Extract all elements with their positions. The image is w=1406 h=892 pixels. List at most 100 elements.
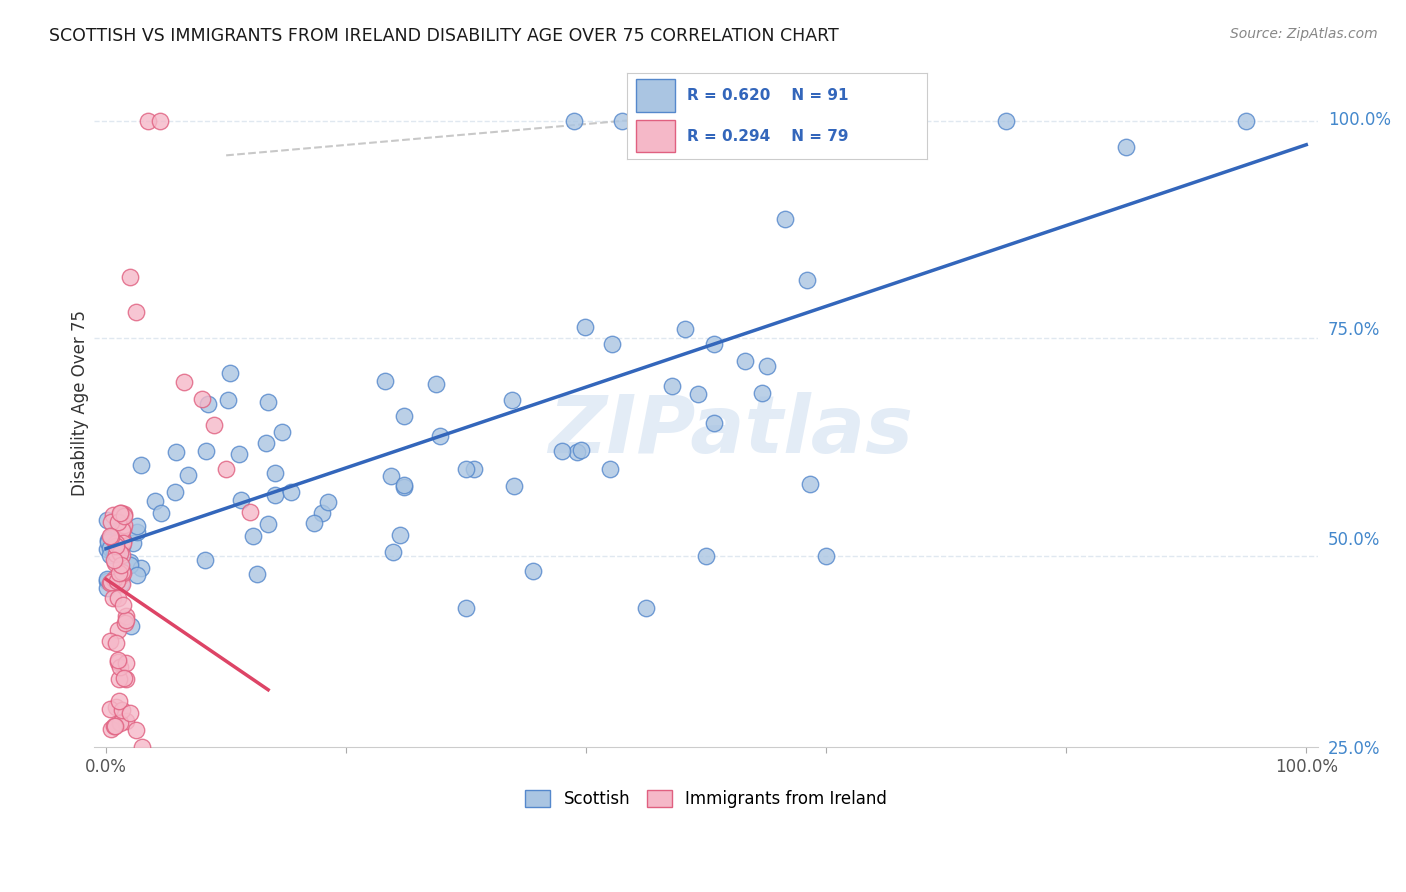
- Point: [456, 601, 478, 615]
- Point: [659, 113, 682, 128]
- Point: [100, 537, 122, 551]
- Point: [246, 567, 269, 582]
- Point: [503, 479, 526, 493]
- Point: [98, 549, 121, 563]
- Point: [96, 581, 118, 595]
- Point: [107, 656, 129, 670]
- Point: [96, 513, 118, 527]
- Point: [695, 549, 717, 563]
- Point: [98, 529, 121, 543]
- Point: [155, 792, 177, 806]
- Point: [425, 376, 447, 391]
- Point: [562, 113, 585, 128]
- Point: [163, 484, 186, 499]
- Point: [110, 576, 132, 591]
- Point: [799, 477, 821, 491]
- Point: [429, 428, 451, 442]
- Point: [104, 556, 127, 570]
- Point: [1115, 139, 1137, 153]
- Point: [257, 516, 280, 531]
- Point: [107, 653, 129, 667]
- Point: [103, 719, 125, 733]
- Point: [773, 212, 796, 227]
- Point: [179, 757, 201, 772]
- Point: [136, 113, 159, 128]
- Point: [254, 435, 277, 450]
- Point: [149, 506, 172, 520]
- Point: [114, 615, 136, 630]
- Point: [98, 576, 121, 591]
- Point: [316, 495, 339, 509]
- Point: [104, 636, 127, 650]
- Point: [228, 447, 250, 461]
- Point: [100, 723, 122, 737]
- Point: [115, 714, 138, 728]
- Point: [456, 462, 478, 476]
- Point: [703, 416, 725, 430]
- Point: [111, 539, 134, 553]
- Point: [108, 506, 131, 520]
- Point: [143, 766, 166, 780]
- Point: [392, 480, 415, 494]
- Point: [734, 353, 756, 368]
- Point: [105, 536, 128, 550]
- Point: [110, 558, 132, 572]
- Point: [280, 485, 302, 500]
- Point: [107, 623, 129, 637]
- Point: [636, 601, 658, 615]
- Point: [270, 425, 292, 439]
- Point: [191, 392, 214, 406]
- Point: [173, 375, 195, 389]
- Point: [110, 569, 132, 583]
- Point: [127, 518, 149, 533]
- Point: [673, 322, 696, 336]
- Point: [129, 458, 152, 472]
- Point: [257, 395, 280, 409]
- Point: [755, 359, 778, 373]
- Point: [250, 810, 273, 824]
- Point: [108, 660, 131, 674]
- Point: [129, 561, 152, 575]
- Point: [392, 478, 415, 492]
- Text: SCOTTISH VS IMMIGRANTS FROM IRELAND DISABILITY AGE OVER 75 CORRELATION CHART: SCOTTISH VS IMMIGRANTS FROM IRELAND DISA…: [49, 27, 839, 45]
- Point: [107, 591, 129, 605]
- Y-axis label: Disability Age Over 75: Disability Age Over 75: [72, 310, 89, 497]
- Point: [382, 545, 405, 559]
- Point: [263, 467, 285, 481]
- Point: [107, 515, 129, 529]
- Point: [125, 524, 148, 539]
- Point: [374, 374, 396, 388]
- Point: [112, 507, 135, 521]
- Point: [115, 613, 138, 627]
- Point: [612, 113, 634, 128]
- Point: [463, 462, 485, 476]
- Point: [108, 546, 131, 560]
- Point: [111, 548, 134, 562]
- Point: [111, 598, 134, 612]
- Point: [103, 591, 125, 605]
- Point: [103, 572, 125, 586]
- Point: [217, 393, 239, 408]
- Point: [599, 462, 621, 476]
- Point: [215, 880, 238, 892]
- Point: [215, 462, 238, 476]
- Point: [104, 536, 127, 550]
- Point: [218, 367, 240, 381]
- Point: [105, 574, 128, 588]
- Point: [239, 827, 262, 841]
- Point: [97, 533, 120, 547]
- Point: [112, 518, 135, 533]
- Point: [569, 442, 592, 457]
- Point: [194, 553, 217, 567]
- Point: [125, 723, 148, 737]
- Point: [112, 522, 135, 536]
- Point: [661, 379, 683, 393]
- Point: [108, 694, 131, 708]
- Point: [96, 542, 118, 557]
- Point: [120, 270, 142, 285]
- Text: Source: ZipAtlas.com: Source: ZipAtlas.com: [1230, 27, 1378, 41]
- Point: [103, 547, 125, 561]
- Point: [202, 418, 225, 433]
- Point: [995, 113, 1018, 128]
- Point: [755, 113, 778, 128]
